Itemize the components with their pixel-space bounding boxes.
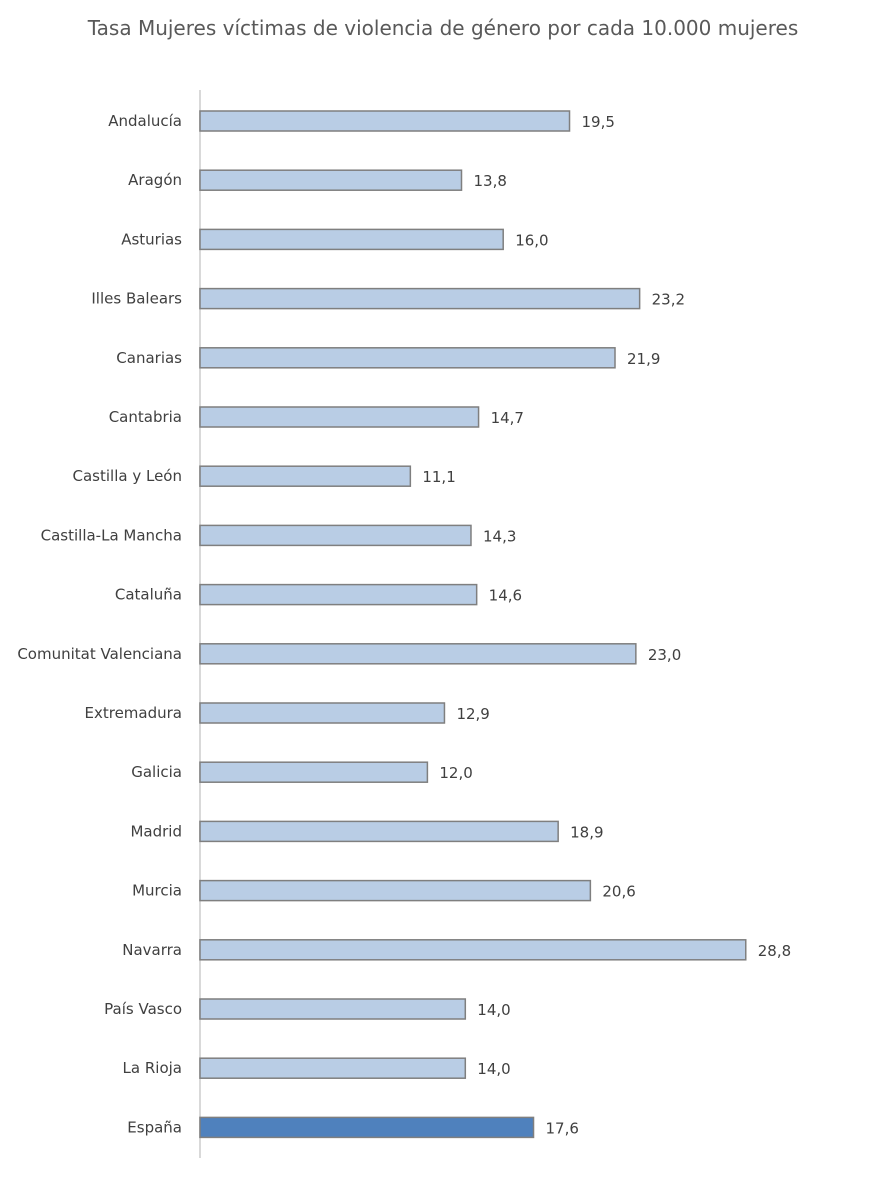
category-label: Cataluña — [115, 586, 182, 604]
data-label: 14,0 — [477, 1001, 510, 1019]
category-label: España — [127, 1118, 182, 1136]
bar-9 — [199, 643, 637, 665]
data-label: 28,8 — [758, 942, 791, 960]
bar-13 — [199, 879, 592, 902]
bar-6 — [199, 465, 412, 487]
data-label: 20,6 — [602, 883, 635, 901]
data-label: 14,0 — [477, 1060, 510, 1078]
bar-11 — [199, 761, 429, 783]
data-label: 19,5 — [582, 113, 615, 131]
data-label: 14,7 — [491, 409, 524, 427]
data-label: 14,6 — [489, 587, 522, 605]
bar-10 — [199, 702, 446, 724]
bar-17 — [199, 1116, 535, 1139]
bar-12 — [199, 820, 559, 843]
category-label: Asturias — [121, 230, 182, 248]
category-label: Castilla-La Mancha — [41, 526, 182, 544]
category-label: Murcia — [132, 882, 182, 900]
data-label: 12,0 — [439, 764, 472, 782]
bar-14 — [199, 939, 747, 961]
bar-2 — [199, 228, 504, 251]
bar-4 — [199, 347, 616, 369]
bar-5 — [199, 406, 480, 428]
category-label: Cantabria — [109, 408, 182, 426]
category-label: Comunitat Valenciana — [17, 645, 182, 663]
data-label: 21,9 — [627, 350, 660, 368]
data-label: 23,2 — [652, 291, 685, 309]
category-label: País Vasco — [104, 1000, 182, 1018]
data-label: 18,9 — [570, 823, 603, 841]
category-label: Andalucía — [108, 112, 182, 130]
data-label: 13,8 — [474, 172, 507, 190]
category-label: Navarra — [122, 941, 182, 959]
data-label: 14,3 — [483, 527, 516, 545]
category-label: Aragón — [128, 171, 182, 189]
data-label: 23,0 — [648, 646, 681, 664]
category-label: Castilla y León — [73, 467, 182, 485]
data-label: 16,0 — [515, 231, 548, 249]
category-label: Illes Balears — [91, 290, 182, 308]
bar-15 — [199, 998, 467, 1020]
category-label: Galicia — [131, 763, 182, 781]
category-label: La Rioja — [123, 1059, 182, 1077]
bar-3 — [199, 287, 641, 310]
chart-title: Tasa Mujeres víctimas de violencia de gé… — [87, 16, 799, 40]
category-label: Extremadura — [85, 704, 183, 722]
bar-1 — [199, 169, 463, 191]
bar-0 — [199, 110, 571, 132]
data-label: 12,9 — [456, 705, 489, 723]
category-label: Madrid — [130, 822, 182, 840]
data-label: 17,6 — [546, 1119, 579, 1137]
category-label: Canarias — [116, 349, 182, 367]
bar-8 — [199, 583, 478, 606]
bar-16 — [199, 1057, 467, 1079]
bar-7 — [199, 524, 472, 547]
data-label: 11,1 — [422, 468, 455, 486]
